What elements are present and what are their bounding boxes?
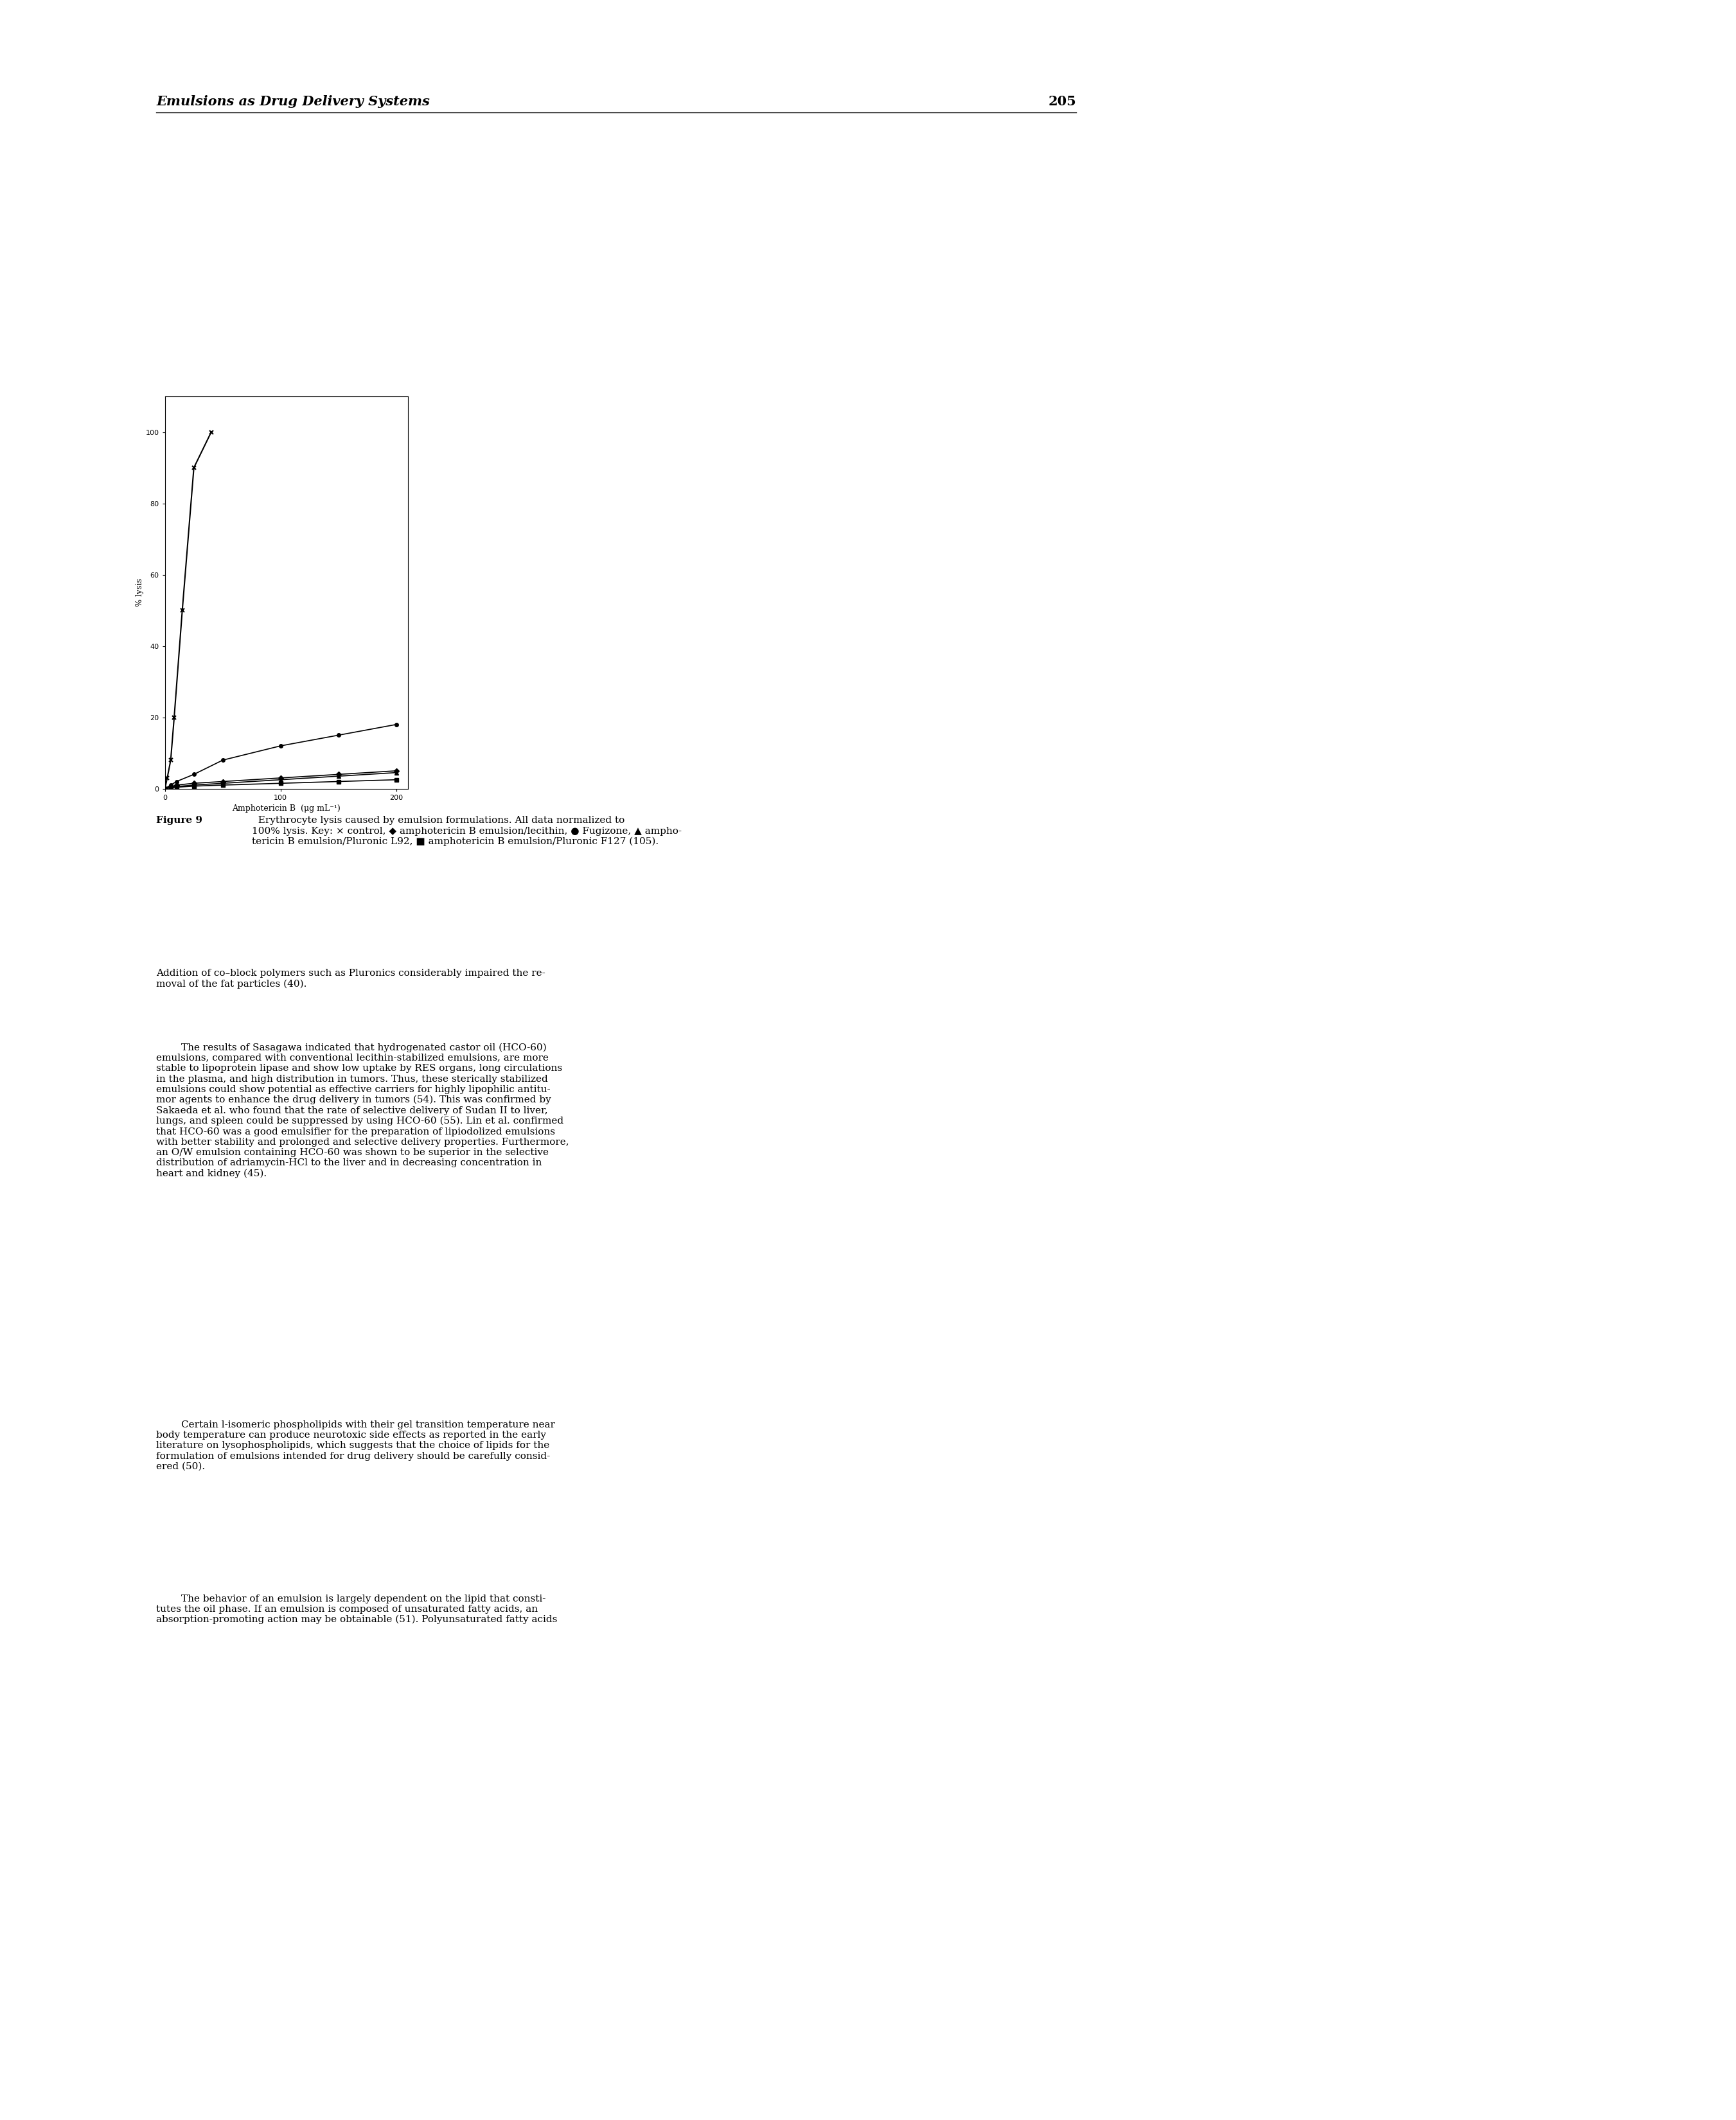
Text: Emulsions as Drug Delivery Systems: Emulsions as Drug Delivery Systems [156, 95, 431, 108]
Text: Addition of co–block polymers such as Pluronics considerably impaired the re-
mo: Addition of co–block polymers such as Pl… [156, 969, 545, 988]
Text: 205: 205 [1049, 95, 1076, 108]
Text: The behavior of an emulsion is largely dependent on the lipid that consti-
tutes: The behavior of an emulsion is largely d… [156, 1594, 557, 1624]
Text: Erythrocyte lysis caused by emulsion formulations. All data normalized to
100% l: Erythrocyte lysis caused by emulsion for… [252, 816, 682, 846]
Text: Figure 9: Figure 9 [156, 816, 203, 825]
Text: The results of Sasagawa indicated that hydrogenated castor oil (HCO-60)
emulsion: The results of Sasagawa indicated that h… [156, 1043, 569, 1179]
Text: Certain l-isomeric phospholipids with their gel transition temperature near
body: Certain l-isomeric phospholipids with th… [156, 1420, 556, 1471]
Y-axis label: % lysis: % lysis [135, 579, 144, 606]
X-axis label: Amphotericin B  (μg mL⁻¹): Amphotericin B (μg mL⁻¹) [233, 803, 340, 812]
